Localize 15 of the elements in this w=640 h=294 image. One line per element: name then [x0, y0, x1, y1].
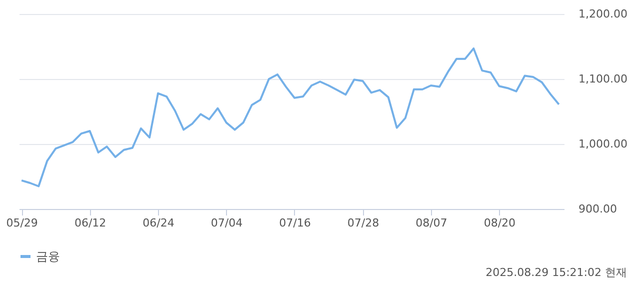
x-tick-label: 07/28	[347, 216, 380, 230]
x-tick-label: 06/12	[74, 216, 106, 230]
x-tick-label: 07/04	[210, 216, 243, 230]
x-tick-label: 05/29	[6, 216, 38, 230]
legend-label: 금융	[36, 250, 60, 264]
text: 2025.08.29 15:21:02 현재	[486, 266, 627, 279]
x-tick-label: 07/16	[279, 216, 311, 230]
x-tick-label: 08/20	[484, 216, 516, 230]
line-series	[20, 47, 560, 188]
y-tick-label: 1,200.00	[578, 8, 628, 20]
y-tick-label: 1,100.00	[578, 72, 628, 86]
y-tick-label: 900.00	[578, 202, 617, 216]
y-tick-label: 1,000.00	[578, 138, 628, 150]
x-tick-label: 08/07	[416, 216, 448, 230]
x-tick-label: 06/24	[142, 216, 174, 230]
